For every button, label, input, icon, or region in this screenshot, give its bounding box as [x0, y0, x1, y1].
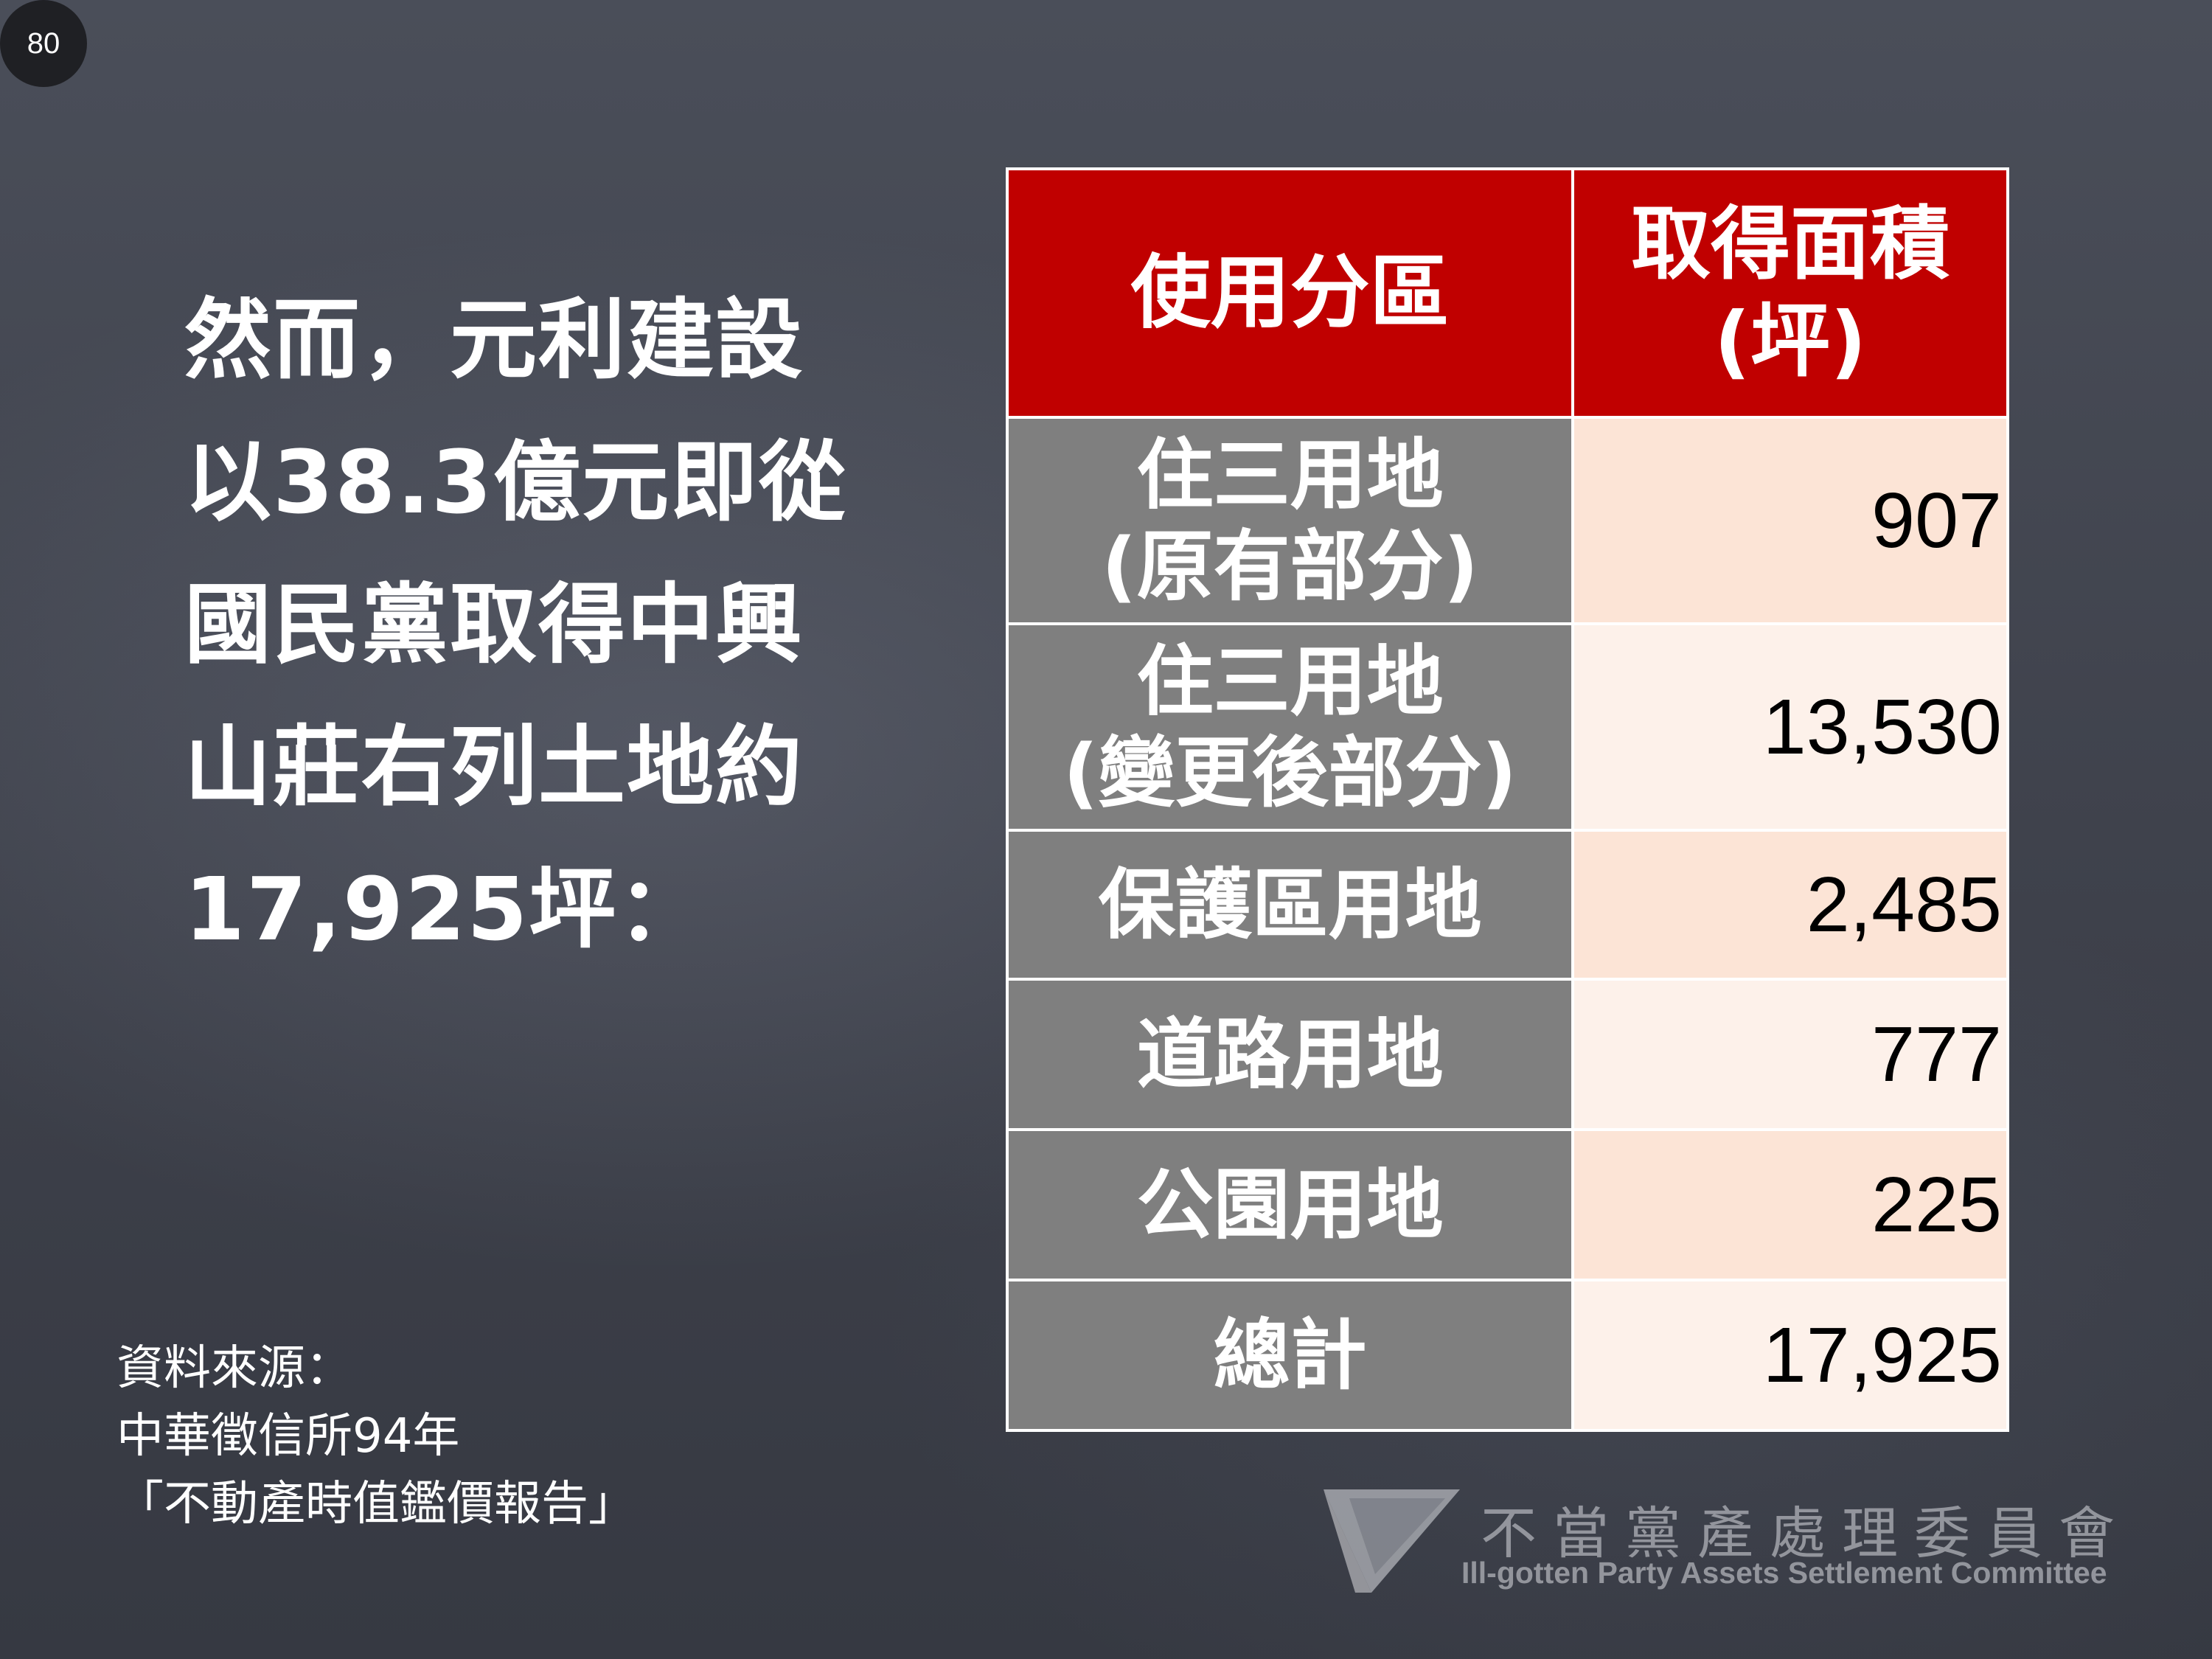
headline: 然而，元利建設 以38.3億元即從 國民黨取得中興 山莊右列土地約 17,925… — [184, 269, 907, 981]
headline-line: 17,925坪： — [184, 858, 706, 960]
table-row: 公園用地 225 — [1005, 1128, 2009, 1281]
zone-name: 住三用地 — [1136, 430, 1444, 520]
zone-cell: 住三用地 (變更後部分) — [1005, 622, 1575, 832]
header-area-label: 取得面積 — [1631, 198, 1950, 291]
source-report-title: 「不動產時值鑑價報告」 — [116, 1477, 636, 1531]
area-cell: 907 — [1571, 416, 2009, 625]
headline-line: 國民黨取得中興 — [184, 574, 804, 675]
zone-cell: 保護區用地 — [1005, 829, 1575, 981]
header-zone: 使用分區 — [1005, 167, 1575, 419]
source-publisher: 中華徵信所94年 — [116, 1409, 460, 1464]
table-row: 住三用地 (變更後部分) 13,530 — [1005, 622, 2009, 832]
area-cell: 13,530 — [1571, 622, 2009, 832]
table-total-row: 總計 17,925 — [1005, 1279, 2009, 1432]
zone-name: 住三用地 — [1136, 636, 1444, 726]
header-zone-label: 使用分區 — [1130, 246, 1450, 339]
table-header-row: 使用分區 取得面積 (坪) — [1005, 167, 2009, 419]
headline-line: 以38.3億元即從 — [184, 431, 848, 533]
land-area-table: 使用分區 取得面積 (坪) 住三用地 (原有部分) 907 住三用地 (變更後部… — [1005, 167, 2009, 1432]
zone-note: (原有部分) — [1102, 521, 1479, 611]
header-area: 取得面積 (坪) — [1571, 167, 2009, 419]
area-cell: 2,485 — [1571, 829, 2009, 981]
table-row: 保護區用地 2,485 — [1005, 829, 2009, 981]
page-number-badge: 80 — [0, 0, 87, 87]
zone-note: (變更後部分) — [1063, 728, 1517, 818]
headline-line: 山莊右列土地約 — [184, 716, 804, 818]
committee-logo: 不當黨產處理委員會 Ill-gotten Party Assets Settle… — [1320, 1482, 2116, 1600]
header-area-unit: (坪) — [1714, 295, 1867, 388]
area-cell: 777 — [1571, 978, 2009, 1131]
table-row: 道路用地 777 — [1005, 978, 2009, 1131]
headline-line: 然而，元利建設 — [184, 289, 804, 391]
triangle-logo-icon — [1324, 1489, 1460, 1593]
zone-cell: 道路用地 — [1005, 978, 1575, 1131]
committee-name-zh: 不當黨產處理委員會 — [1481, 1500, 2131, 1566]
table-row: 住三用地 (原有部分) 907 — [1005, 416, 2009, 625]
total-label-cell: 總計 — [1005, 1279, 1575, 1432]
source-label: 資料來源： — [116, 1341, 352, 1396]
source-note: 資料來源： 中華徵信所94年 「不動產時值鑑價報告」 — [116, 1335, 636, 1538]
area-cell: 225 — [1571, 1128, 2009, 1281]
zone-cell: 公園用地 — [1005, 1128, 1575, 1281]
total-area-cell: 17,925 — [1571, 1279, 2009, 1432]
zone-cell: 住三用地 (原有部分) — [1005, 416, 1575, 625]
committee-name-en: Ill-gotten Party Assets Settlement Commi… — [1461, 1556, 2107, 1590]
